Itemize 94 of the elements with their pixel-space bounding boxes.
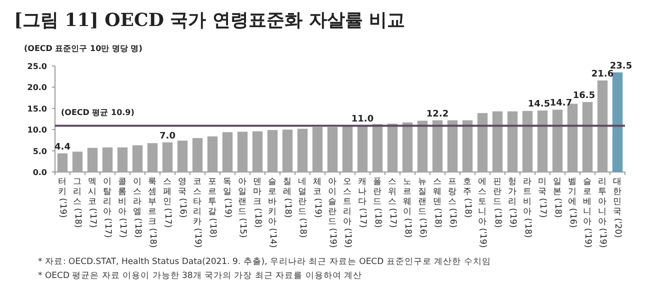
text: * 자료: OECD.STAT, Health Status Data(2021. 9. 추출), 우리나라 최근 자료는 OECD 표준인구로 계산한 수치임 [38, 257, 491, 267]
y-tick-label: 5.0 [32, 146, 48, 156]
bar [432, 120, 443, 172]
x-tick-label: 리투아니아('19) [596, 177, 608, 248]
bar [102, 147, 113, 172]
x-tick-label: 호주('18) [462, 177, 474, 218]
x-tick-label: 영국('16) [176, 177, 188, 218]
chart-title: [그림 11] OECD 국가 연령표준화 자살률 비교 [14, 10, 406, 31]
x-tick-label: 독일('19) [222, 177, 234, 218]
x-tick-label: 코스타리카('19) [192, 177, 204, 248]
bar [177, 140, 188, 172]
x-tick-label: 그리스('18) [72, 177, 84, 228]
x-tick-label: 슬로베니아('19) [582, 177, 594, 248]
x-tick-label: 프랑스('16) [446, 177, 458, 228]
data-label: 11.0 [351, 114, 374, 124]
bar [552, 110, 563, 172]
data-label: 4.4 [54, 142, 70, 152]
bar [162, 142, 173, 172]
bar [312, 127, 323, 172]
bar [117, 147, 128, 172]
x-tick-label: 미국('17) [536, 177, 548, 218]
bar [507, 111, 518, 172]
x-tick-label: 뉴질랜드('16) [416, 177, 428, 238]
x-tick-label: 체코('19) [312, 177, 324, 218]
x-tick-label: 덴마크('18) [252, 177, 264, 228]
bar [237, 132, 248, 172]
y-axis-title: (OECD 표준인구 10만 명당 명) [24, 44, 142, 53]
x-tick-label: 벨기에('16) [566, 177, 578, 228]
x-tick-label: 라트비아('18) [522, 177, 534, 238]
x-tick-label: 일본('18) [552, 177, 564, 218]
bar [372, 124, 383, 172]
bar [477, 113, 488, 172]
x-tick-label: 터키('19) [56, 177, 68, 218]
bar [72, 152, 83, 172]
x-tick-label: 스웨덴('18) [432, 177, 444, 228]
x-tick-label: 노르웨이('18) [402, 177, 414, 238]
text: * OECD 평균은 자료 이용이 가능한 38개 국가의 가장 최근 자료를 이용하여 계산 [38, 271, 362, 281]
bar [417, 120, 428, 172]
data-label: 16.5 [572, 91, 596, 102]
bar [357, 125, 368, 172]
bar [132, 145, 143, 172]
data-label: 12.2 [426, 109, 449, 120]
x-tick-label: 멕시코('17) [86, 177, 98, 228]
x-tick-label: 슬로바키아('14) [266, 177, 278, 248]
bar [522, 110, 533, 172]
bar [252, 131, 263, 172]
x-tick-label: 대한민국('20) [612, 177, 624, 238]
bar [387, 124, 398, 172]
bar [207, 136, 218, 172]
y-tick-label: 15.0 [27, 104, 48, 114]
x-tick-label: 스페인('17) [162, 177, 174, 228]
x-tick-label: 폴란드('18) [372, 177, 384, 228]
x-tick-label: 포르투갈('18) [206, 177, 218, 238]
x-tick-label: 스위스('17) [386, 177, 398, 228]
x-tick-label: 룩셈부르크('18) [146, 177, 158, 248]
data-label: 14.5 [528, 100, 550, 110]
x-tick-label: 아일랜드('15) [236, 177, 248, 238]
x-tick-label: 이스라엘('18) [132, 177, 144, 238]
bar [492, 111, 503, 172]
bar [147, 143, 158, 172]
x-tick-label: 네덜란드('18) [296, 177, 308, 238]
bar [192, 138, 203, 172]
bar [342, 125, 353, 172]
x-tick-label: 콜롬비아('17) [116, 177, 128, 238]
x-tick-label: 헝가리('19) [506, 177, 518, 228]
x-tick-label: 아이슬란드('19) [326, 177, 338, 248]
bar [402, 122, 413, 172]
y-tick-label: 25.0 [27, 62, 48, 71]
bar [297, 128, 308, 172]
ref-line-label: (OECD 평균 10.9) [61, 108, 134, 117]
bar [537, 110, 548, 172]
bar [282, 130, 293, 172]
bar [57, 153, 68, 172]
x-tick-label: 이탈리아('17) [102, 177, 114, 238]
x-tick-label: 에스토니아('19) [476, 177, 488, 248]
x-tick-label: 핀란드('18) [492, 177, 504, 228]
x-tick-label: 캐나다('17) [356, 177, 368, 228]
bar [222, 132, 233, 172]
data-label: 14.7 [550, 98, 572, 109]
bar [597, 80, 608, 172]
bar [582, 102, 593, 172]
y-tick-label: 20.0 [27, 83, 48, 92]
bar [87, 148, 98, 172]
bar [447, 120, 458, 172]
x-tick-label: 오스트리아('19) [342, 177, 354, 248]
y-tick-label: 10.0 [27, 126, 48, 135]
bar [462, 120, 473, 172]
x-tick-label: 칠레('18) [282, 177, 294, 218]
bar [267, 130, 278, 172]
y-tick-label: 0.0 [32, 168, 48, 177]
bar [612, 72, 623, 172]
bar [567, 104, 578, 172]
data-label: 7.0 [160, 131, 176, 142]
bar [327, 127, 338, 172]
